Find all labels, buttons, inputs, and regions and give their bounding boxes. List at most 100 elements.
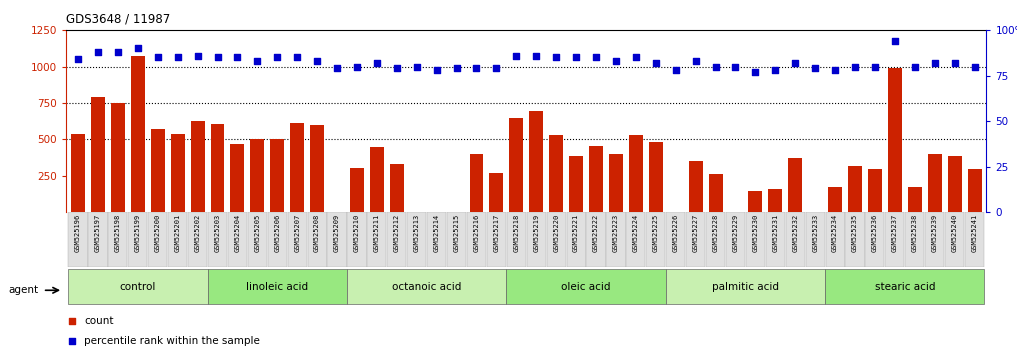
FancyBboxPatch shape xyxy=(825,269,984,304)
Bar xyxy=(570,155,583,212)
FancyBboxPatch shape xyxy=(506,269,666,304)
Bar xyxy=(749,190,763,212)
FancyBboxPatch shape xyxy=(606,212,625,267)
FancyBboxPatch shape xyxy=(506,212,526,267)
FancyBboxPatch shape xyxy=(686,212,705,267)
FancyBboxPatch shape xyxy=(288,212,307,267)
Point xyxy=(448,65,465,71)
Point xyxy=(210,55,226,60)
FancyBboxPatch shape xyxy=(148,212,168,267)
Bar xyxy=(131,56,144,212)
Text: GSM525241: GSM525241 xyxy=(971,214,977,252)
FancyBboxPatch shape xyxy=(666,269,825,304)
Point xyxy=(309,58,325,64)
Text: oleic acid: oleic acid xyxy=(561,282,611,292)
FancyBboxPatch shape xyxy=(965,212,984,267)
FancyBboxPatch shape xyxy=(207,269,347,304)
Bar xyxy=(510,118,524,212)
Text: GSM525198: GSM525198 xyxy=(115,214,121,252)
FancyBboxPatch shape xyxy=(407,212,426,267)
Text: GSM525227: GSM525227 xyxy=(693,214,699,252)
Bar xyxy=(310,125,324,212)
Text: GSM525220: GSM525220 xyxy=(553,214,559,252)
FancyBboxPatch shape xyxy=(487,212,506,267)
Bar xyxy=(888,68,902,212)
Text: count: count xyxy=(84,316,114,326)
Bar xyxy=(470,154,483,212)
FancyBboxPatch shape xyxy=(387,212,407,267)
Bar xyxy=(91,97,105,212)
Bar xyxy=(271,139,284,212)
Bar xyxy=(629,135,643,212)
FancyBboxPatch shape xyxy=(207,212,227,267)
FancyBboxPatch shape xyxy=(168,212,187,267)
Bar xyxy=(390,164,404,212)
Text: GSM525200: GSM525200 xyxy=(155,214,161,252)
Text: GSM525230: GSM525230 xyxy=(753,214,759,252)
Text: percentile rank within the sample: percentile rank within the sample xyxy=(84,336,260,346)
Bar xyxy=(489,173,503,212)
Point xyxy=(270,55,286,60)
FancyBboxPatch shape xyxy=(845,212,864,267)
Text: GSM525199: GSM525199 xyxy=(135,214,140,252)
Text: GSM525218: GSM525218 xyxy=(514,214,520,252)
Point xyxy=(409,64,425,69)
FancyBboxPatch shape xyxy=(68,269,207,304)
Text: stearic acid: stearic acid xyxy=(875,282,935,292)
Point xyxy=(608,58,624,64)
FancyBboxPatch shape xyxy=(587,212,605,267)
Text: GSM525196: GSM525196 xyxy=(75,214,81,252)
Point xyxy=(289,55,305,60)
FancyBboxPatch shape xyxy=(109,212,127,267)
FancyBboxPatch shape xyxy=(726,212,745,267)
Bar xyxy=(190,120,204,212)
Text: GDS3648 / 11987: GDS3648 / 11987 xyxy=(66,12,171,25)
Bar xyxy=(589,146,603,212)
Bar xyxy=(250,139,264,212)
Bar xyxy=(71,134,85,212)
FancyBboxPatch shape xyxy=(745,212,765,267)
Bar xyxy=(967,169,981,212)
Text: GSM525231: GSM525231 xyxy=(772,214,778,252)
Bar xyxy=(769,189,782,212)
Text: GSM525236: GSM525236 xyxy=(872,214,878,252)
Text: GSM525224: GSM525224 xyxy=(633,214,639,252)
Point xyxy=(847,64,863,69)
FancyBboxPatch shape xyxy=(865,212,885,267)
Text: agent: agent xyxy=(8,285,39,295)
Point xyxy=(727,64,743,69)
Text: palmitic acid: palmitic acid xyxy=(712,282,779,292)
Point xyxy=(110,49,126,55)
Point xyxy=(388,65,405,71)
Text: GSM525216: GSM525216 xyxy=(474,214,479,252)
Point xyxy=(64,338,80,343)
FancyBboxPatch shape xyxy=(646,212,665,267)
Point xyxy=(70,56,86,62)
Text: GSM525238: GSM525238 xyxy=(912,214,917,252)
Text: GSM525232: GSM525232 xyxy=(792,214,798,252)
Point xyxy=(528,53,544,58)
Point xyxy=(966,64,982,69)
Text: GSM525206: GSM525206 xyxy=(275,214,281,252)
Text: GSM525233: GSM525233 xyxy=(813,214,818,252)
Point xyxy=(170,55,186,60)
Point xyxy=(189,53,205,58)
FancyBboxPatch shape xyxy=(527,212,546,267)
Bar xyxy=(709,174,722,212)
FancyBboxPatch shape xyxy=(367,212,386,267)
Text: GSM525209: GSM525209 xyxy=(334,214,340,252)
Text: GSM525229: GSM525229 xyxy=(732,214,738,252)
Point xyxy=(567,55,584,60)
Text: GSM525225: GSM525225 xyxy=(653,214,659,252)
Text: GSM525212: GSM525212 xyxy=(394,214,400,252)
Point xyxy=(627,55,644,60)
Point xyxy=(508,53,525,58)
FancyBboxPatch shape xyxy=(348,212,366,267)
Text: GSM525222: GSM525222 xyxy=(593,214,599,252)
FancyBboxPatch shape xyxy=(347,269,506,304)
Point xyxy=(64,319,80,324)
Bar xyxy=(828,187,842,212)
Point xyxy=(548,55,564,60)
Point xyxy=(947,60,963,66)
Text: GSM525201: GSM525201 xyxy=(175,214,181,252)
